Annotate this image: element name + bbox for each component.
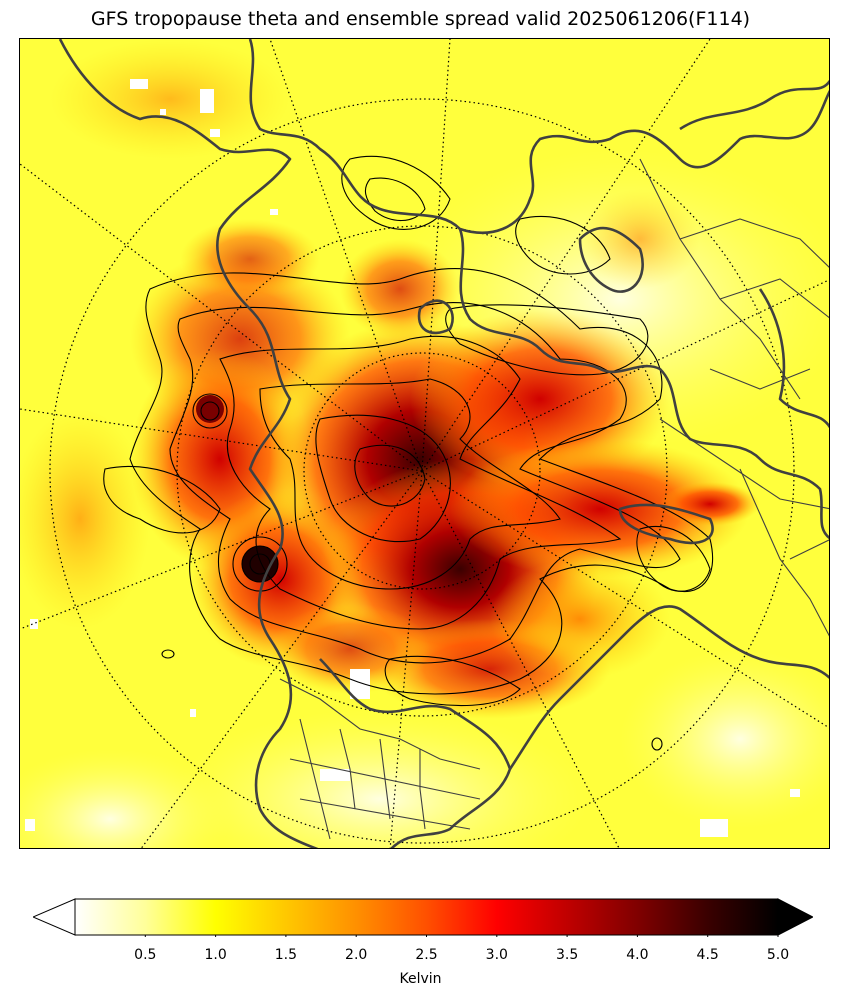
colorbar-tick-label: 0.5	[134, 947, 157, 963]
colorbar-tick-label: 4.5	[696, 947, 719, 963]
colorbar-ramp	[74, 898, 779, 936]
map-panel[interactable]	[19, 38, 830, 849]
colorbar	[31, 897, 815, 941]
colorbar-tick-label: 2.0	[345, 947, 368, 963]
missing-data-speckles	[25, 79, 800, 837]
colorbar-tick-label: 1.0	[204, 947, 227, 963]
coastlines	[58, 39, 829, 848]
colorbar-tick-label: 5.0	[766, 947, 790, 963]
theta-contours	[103, 155, 714, 751]
map-title: GFS tropopause theta and ensemble spread…	[90, 8, 751, 30]
spread-field	[20, 39, 829, 848]
colorbar-svg	[31, 898, 815, 941]
colorbar-tick-label: 2.5	[415, 947, 438, 963]
colorbar-tick-label: 3.0	[485, 947, 508, 963]
colorbar-extend-high	[777, 898, 815, 936]
colorbar-label: Kelvin	[399, 971, 442, 987]
political-borders	[279, 158, 829, 840]
map-canvas	[20, 39, 829, 848]
colorbar-extend-low	[31, 898, 76, 936]
colorbar-tick-label: 4.0	[626, 947, 649, 963]
colorbar-tick-label: 1.5	[274, 947, 298, 963]
colorbar-tick-label: 3.5	[555, 947, 579, 963]
